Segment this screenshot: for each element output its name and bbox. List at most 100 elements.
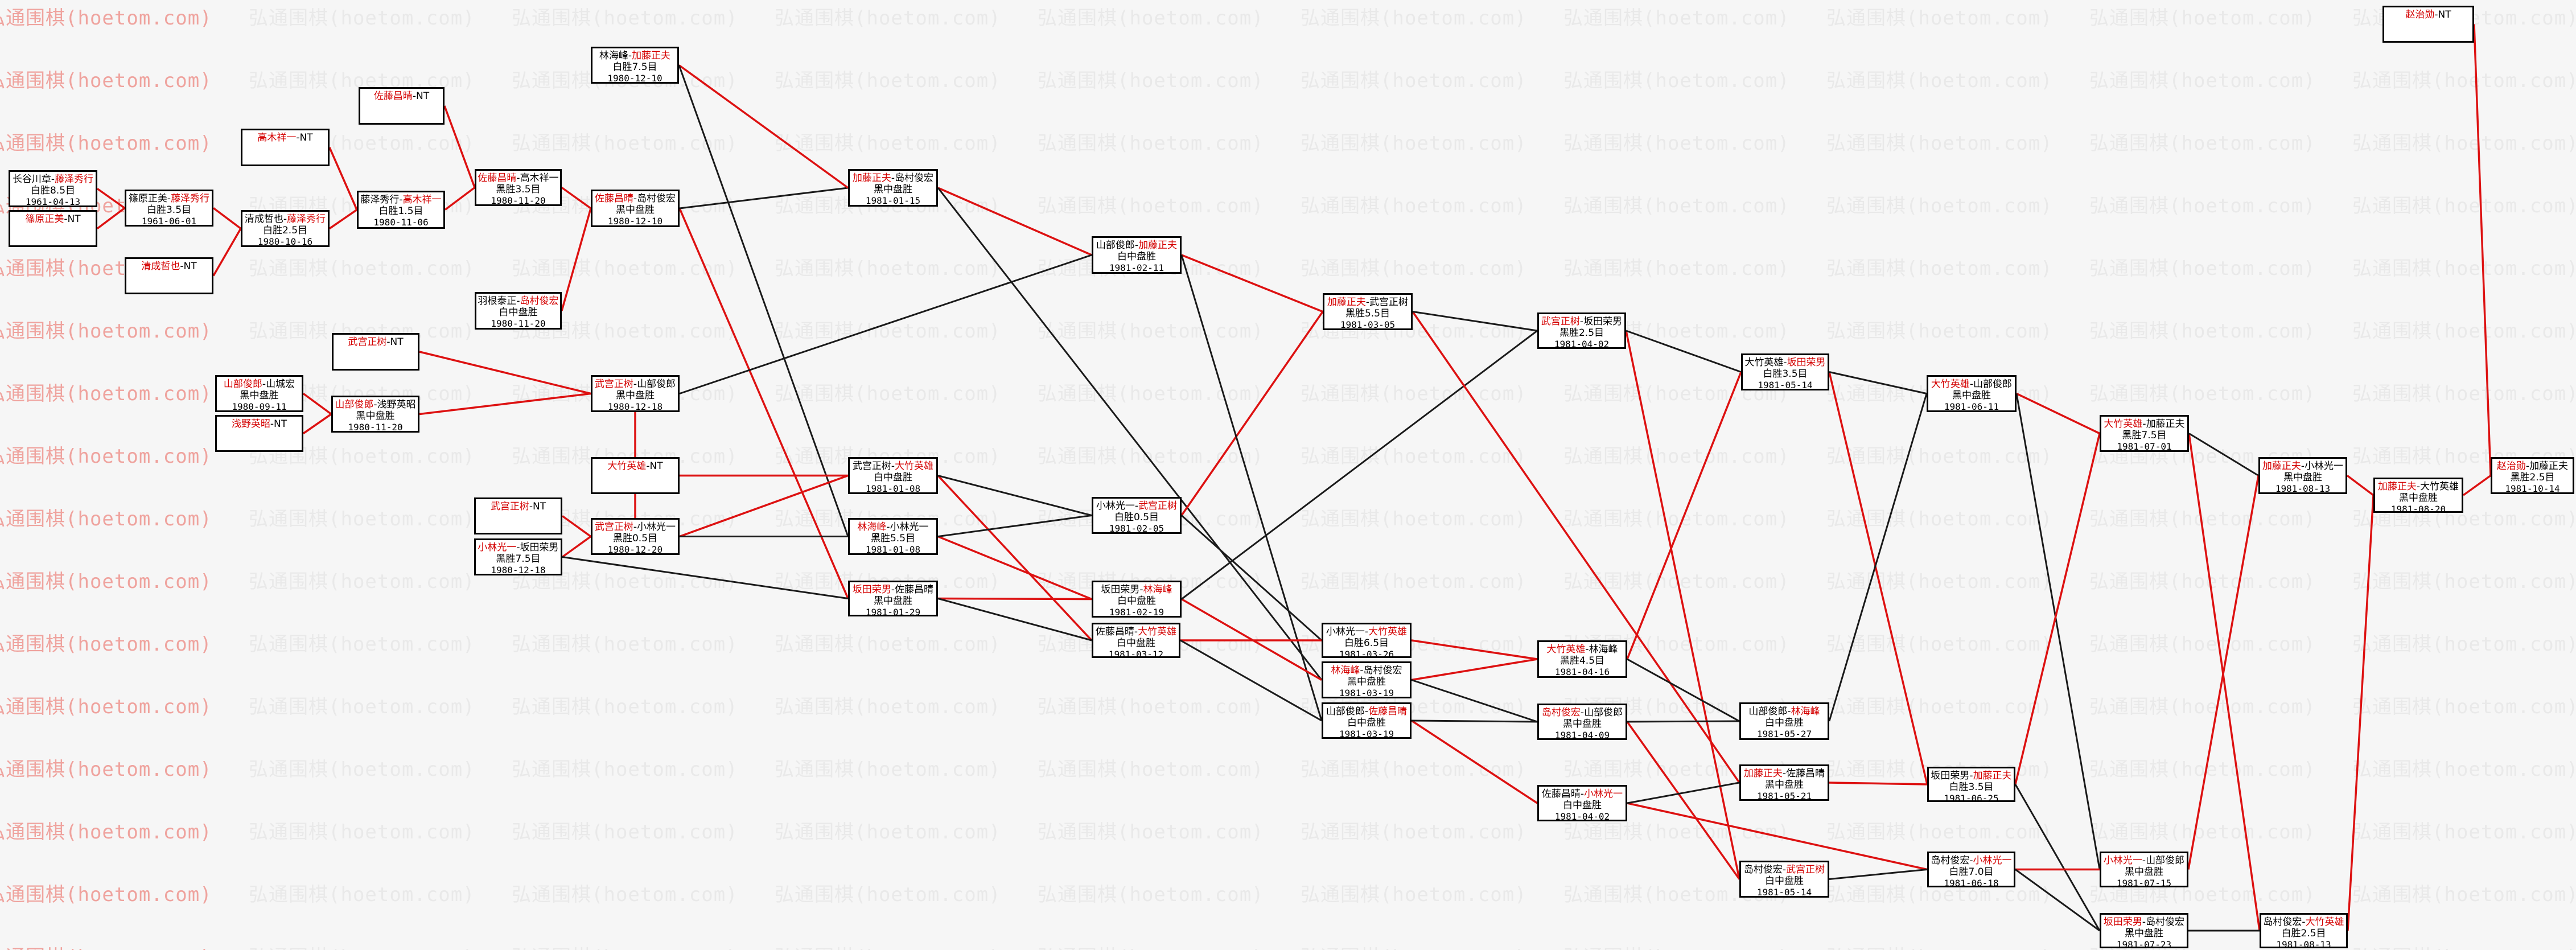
seed-box[interactable]: 高木祥一-NT	[241, 129, 330, 166]
match-box[interactable]: 小林光一-坂田荣男 黑胜7.5目 1980-12-18	[474, 538, 562, 575]
match-box[interactable]: 清成哲也-藤泽秀行 白胜2.5目 1980-10-16	[241, 210, 330, 247]
match-box[interactable]: 山部俊郎-佐藤昌晴 白中盘胜 1981-03-19	[1322, 702, 1412, 739]
player2-name: 山部俊郎	[637, 379, 676, 390]
match-box[interactable]: 加藤正夫-佐藤昌晴 黑中盘胜 1981-05-21	[1739, 764, 1829, 801]
match-box[interactable]: 小林光一-武宫正树 白胜0.5目 1981-02-05	[1092, 497, 1182, 534]
match-box[interactable]: 羽根泰正-岛村俊宏 白中盘胜 1980-11-20	[475, 292, 562, 330]
match-box[interactable]: 武宫正树-小林光一 黑胜0.5目 1980-12-20	[591, 518, 680, 555]
match-box[interactable]: 加藤正夫-武宫正树 黑胜5.5目 1981-03-05	[1323, 293, 1413, 330]
match-box[interactable]: 山部俊郎-浅野英昭 黑中盘胜 1980-11-20	[331, 396, 419, 433]
result-text: 白胜2.5目	[262, 225, 308, 236]
match-box[interactable]: 加藤正夫-岛村俊宏 黑中盘胜 1981-01-15	[848, 169, 938, 207]
match-title: 篠原正美-藤泽秀行	[126, 193, 212, 204]
watermark-text: 弘通围棋(hoetom.com)	[1563, 132, 1790, 155]
match-box[interactable]: 小林光一-大竹英雄 白胜6.5目 1981-03-26	[1322, 623, 1412, 660]
match-box[interactable]: 加藤正夫-小林光一 黑中盘胜 1981-08-13	[2258, 457, 2347, 494]
match-box[interactable]: 佐藤昌晴-小林光一 白中盘胜 1981-04-02	[1537, 785, 1627, 822]
seed-box[interactable]: 大竹英雄-NT	[591, 457, 680, 494]
match-box[interactable]: 小林光一-山部俊郎 黑中盘胜 1981-07-15	[2100, 852, 2188, 889]
player1-name: 山部俊郎	[1748, 706, 1788, 717]
match-box[interactable]: 长谷川章-藤泽秀行 白胜8.5目 1961-04-13	[9, 170, 97, 207]
match-box[interactable]: 佐藤昌晴-高木祥一 黑胜3.5目 1980-11-20	[475, 169, 562, 206]
match-box[interactable]: 山部俊郎-山城宏 黑中盘胜 1980-09-11	[215, 375, 303, 412]
result-text: 白中盘胜	[1117, 251, 1156, 262]
watermark-text: 弘通围棋(hoetom.com)	[249, 257, 475, 280]
match-box[interactable]: 山部俊郎-加藤正夫 白中盘胜 1981-02-11	[1092, 236, 1182, 274]
match-box[interactable]: 篠原正美-藤泽秀行 白胜3.5目 1961-06-01	[125, 190, 213, 227]
match-box[interactable]: 岛村俊宏-山部俊郎 黑中盘胜 1981-04-09	[1537, 704, 1627, 741]
watermark-text: 弘通围棋(hoetom.com)	[2352, 883, 2576, 906]
match-box[interactable]: 岛村俊宏-大竹英雄 白胜2.5目 1981-08-13	[2260, 913, 2348, 950]
match-box[interactable]: 赵治勋-加藤正夫 黑胜2.5目 1981-10-14	[2491, 457, 2574, 494]
result-text: 黑胜5.5目	[1345, 308, 1390, 319]
player1-name: 山部俊郎	[223, 379, 262, 390]
watermark-text: 弘通围棋(hoetom.com)	[2089, 257, 2316, 280]
match-box[interactable]: 林海峰-小林光一 黑胜5.5目 1981-01-08	[848, 518, 938, 555]
result-text: 黑中盘胜	[2283, 472, 2322, 483]
result-text: 黑中盘胜	[616, 390, 655, 401]
watermark-text: 弘通围棋(hoetom.com)	[1301, 132, 1527, 155]
seed-box[interactable]: 浅野英昭-NT	[215, 415, 303, 452]
bracket-edge-red	[678, 64, 849, 189]
match-box[interactable]: 佐藤昌晴-岛村俊宏 黑中盘胜 1980-12-10	[591, 190, 680, 227]
watermark-text: 弘通围棋(hoetom.com)	[0, 445, 212, 468]
result-text: 白胜2.5目	[2281, 928, 2326, 939]
match-box[interactable]: 林海峰-加藤正夫 白胜7.5目 1980-12-10	[591, 47, 679, 84]
match-box[interactable]: 坂田荣男-佐藤昌晴 黑中盘胜 1981-01-29	[848, 581, 938, 618]
player2-name: 大竹英雄	[1368, 626, 1408, 638]
date-text: 1981-02-11	[1109, 262, 1164, 273]
bracket-edge-red	[1828, 372, 1928, 785]
match-box[interactable]: 大竹英雄-坂田荣男 白胜3.5目 1981-05-14	[1741, 353, 1829, 390]
player1-name: 坂田荣男	[852, 584, 891, 595]
seed-box[interactable]: 佐藤昌晴-NT	[359, 87, 445, 125]
seed-box[interactable]: 赵治勋-NT	[2382, 6, 2474, 43]
dash-separator: -	[262, 379, 266, 390]
player2-name: 山城宏	[266, 379, 295, 390]
match-box[interactable]: 岛村俊宏-小林光一 白胜7.0目 1981-06-18	[1927, 852, 2015, 889]
player1-name: 大竹英雄	[1744, 357, 1784, 368]
watermark-text: 弘通围棋(hoetom.com)	[249, 633, 475, 656]
match-title: 大竹英雄-加藤正夫	[2101, 418, 2187, 430]
player1-name: 小林光一	[478, 542, 517, 553]
match-box[interactable]: 加藤正夫-大竹英雄 黑中盘胜 1981-08-20	[2373, 478, 2463, 515]
dash-separator: -	[167, 193, 171, 204]
player2-name: 小林光一	[2305, 460, 2344, 472]
match-box[interactable]: 武宫正树-坂田荣男 黑胜2.5目 1981-04-02	[1537, 312, 1626, 349]
match-box[interactable]: 山部俊郎-林海峰 白中盘胜 1981-05-27	[1739, 702, 1829, 740]
match-box[interactable]: 坂田荣男-加藤正夫 白胜3.5目 1981-06-25	[1927, 767, 2015, 804]
date-text: 1981-06-25	[1944, 793, 1999, 804]
watermark-text: 弘通围棋(hoetom.com)	[1301, 570, 1527, 593]
watermark-text: 弘通围棋(hoetom.com)	[2352, 941, 2576, 950]
match-box[interactable]: 佐藤昌晴-大竹英雄 白中盘胜 1981-03-12	[1092, 623, 1180, 660]
match-box[interactable]: 武宫正树-山部俊郎 黑中盘胜 1980-12-18	[591, 375, 680, 412]
match-box[interactable]: 大竹英雄-林海峰 黑胜4.5目 1981-04-16	[1537, 640, 1627, 678]
player1-name: 加藤正夫	[1327, 297, 1366, 308]
match-box[interactable]: 武宫正树-大竹英雄 白中盘胜 1981-01-08	[848, 457, 938, 494]
match-box[interactable]: 坂田荣男-林海峰 白中盘胜 1981-02-19	[1092, 581, 1182, 618]
match-title: 武宫正树-NT	[334, 336, 418, 348]
date-text: 1980-11-06	[373, 217, 429, 228]
seed-box[interactable]: 武宫正树-NT	[332, 333, 419, 371]
match-box[interactable]: 藤泽秀行-高木祥一 白胜1.5目 1980-11-06	[357, 191, 445, 229]
match-box[interactable]: 岛村俊宏-武宫正树 白中盘胜 1981-05-14	[1739, 861, 1829, 898]
match-title: 岛村俊宏-山部俊郎	[1539, 707, 1626, 718]
watermark-text: 弘通围棋(hoetom.com)	[0, 69, 212, 92]
dash-separator: -	[891, 460, 895, 472]
match-title: 山部俊郎-林海峰	[1741, 706, 1828, 717]
seed-box[interactable]: 篠原正美-NT	[9, 210, 97, 247]
bracket-edge-black	[937, 515, 1092, 537]
dash-separator: -	[1783, 357, 1787, 368]
seed-box[interactable]: 武宫正树-NT	[474, 497, 562, 534]
player2-name: 大竹英雄	[2305, 916, 2344, 928]
match-box[interactable]: 大竹英雄-山部俊郎 黑中盘胜 1981-06-11	[1927, 375, 2017, 412]
match-title: 清成哲也-NT	[126, 261, 212, 272]
watermark-text: 弘通围棋(hoetom.com)	[0, 320, 212, 343]
match-box[interactable]: 坂田荣男-岛村俊宏 黑中盘胜 1981-07-23	[2100, 913, 2188, 950]
match-box[interactable]: 大竹英雄-加藤正夫 黑胜7.5目 1981-07-01	[2100, 415, 2189, 452]
date-text: 1980-12-20	[607, 544, 663, 555]
watermark-text: 弘通围棋(hoetom.com)	[1038, 445, 1264, 468]
player2-name: 加藤正夫	[2146, 418, 2185, 430]
seed-box[interactable]: 清成哲也-NT	[125, 257, 213, 294]
match-box[interactable]: 林海峰-岛村俊宏 黑中盘胜 1981-03-19	[1322, 661, 1412, 698]
bracket-edge-red	[937, 475, 1093, 641]
